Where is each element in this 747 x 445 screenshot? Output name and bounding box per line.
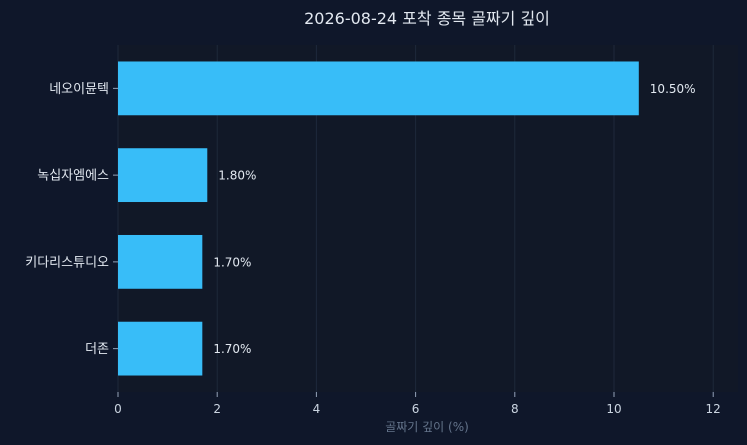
x-axis-ticks: 0 2 4 6 8 10 12 [114, 392, 721, 416]
data-labels: 10.50% 1.80% 1.70% 1.70% [213, 82, 695, 356]
category-label: 녹십자엠에스 [37, 169, 109, 184]
category-label: 키다리스튜디오 [25, 255, 109, 270]
bar [118, 321, 203, 376]
x-tick-label: 10 [606, 402, 621, 416]
x-tick-label: 8 [511, 402, 519, 416]
x-tick-label: 0 [114, 402, 122, 416]
bars-group [118, 61, 639, 376]
x-tick-label: 2 [213, 402, 221, 416]
category-label: 더존 [85, 342, 109, 357]
data-label: 1.70% [213, 255, 251, 269]
bar [118, 148, 208, 203]
x-tick-label: 12 [706, 402, 721, 416]
category-label: 네오이뮨텍 [49, 82, 109, 97]
x-tick-label: 4 [313, 402, 321, 416]
data-label: 1.80% [218, 169, 256, 183]
chart-title: 2026-08-24 포착 종목 골짜기 깊이 [304, 9, 550, 28]
bar [118, 234, 203, 289]
bar [118, 61, 639, 116]
x-axis-label: 골짜기 깊이 (%) [385, 420, 469, 434]
data-label: 10.50% [650, 82, 696, 96]
data-label: 1.70% [213, 342, 251, 356]
x-tick-label: 6 [412, 402, 420, 416]
